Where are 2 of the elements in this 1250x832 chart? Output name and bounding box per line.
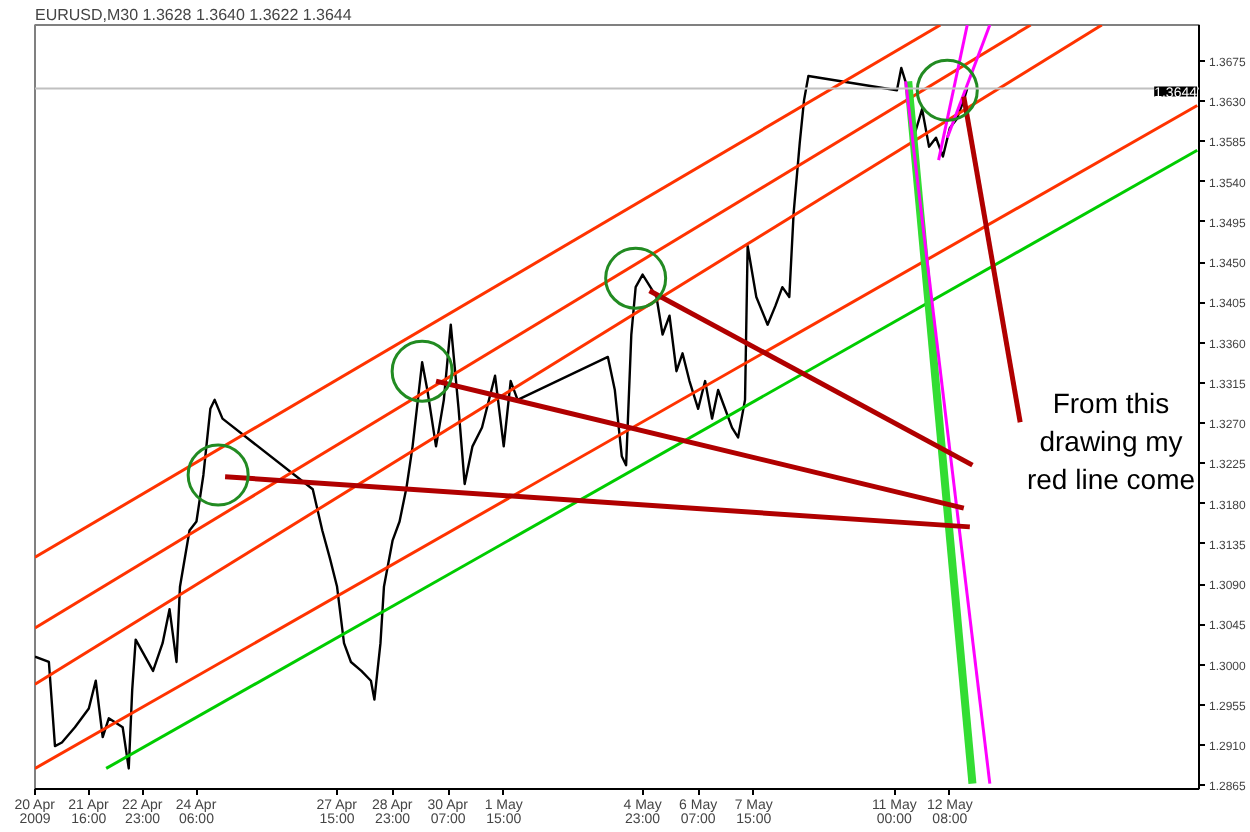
- chart-title: EURUSD,M30 1.3628 1.3640 1.3622 1.3644: [35, 6, 353, 24]
- annotation: From this drawing my red line come: [1026, 387, 1196, 495]
